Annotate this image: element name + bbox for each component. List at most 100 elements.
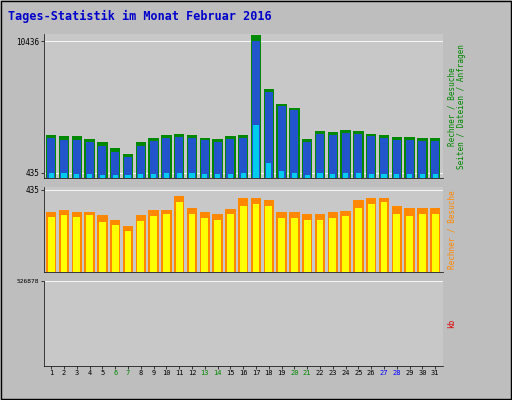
Bar: [264, 89, 274, 178]
Bar: [276, 104, 287, 178]
Bar: [46, 135, 56, 178]
Bar: [164, 173, 169, 178]
Bar: [49, 174, 54, 178]
Bar: [59, 210, 69, 272]
Bar: [138, 174, 143, 178]
Bar: [253, 125, 259, 178]
Bar: [99, 222, 106, 272]
Bar: [201, 218, 208, 272]
Bar: [342, 216, 349, 272]
Bar: [72, 212, 82, 272]
Y-axis label: Rechner / Besuche: Rechner / Besuche: [447, 190, 456, 269]
Bar: [418, 141, 426, 178]
Bar: [226, 139, 234, 178]
Bar: [265, 92, 273, 178]
Bar: [188, 138, 196, 178]
Bar: [201, 140, 209, 178]
Y-axis label: kb: kb: [447, 319, 456, 328]
Bar: [317, 173, 323, 178]
Bar: [163, 214, 170, 272]
Bar: [59, 136, 69, 178]
Bar: [202, 174, 207, 178]
Bar: [264, 200, 274, 272]
Bar: [225, 209, 236, 272]
Bar: [151, 174, 156, 178]
Bar: [316, 134, 324, 178]
Bar: [98, 146, 106, 178]
Bar: [240, 206, 247, 272]
Text: Tages-Statistik im Monat Februar 2016: Tages-Statistik im Monat Februar 2016: [8, 10, 271, 23]
Bar: [110, 148, 120, 178]
Bar: [110, 220, 120, 272]
Bar: [61, 173, 67, 178]
Bar: [303, 142, 311, 178]
Bar: [353, 200, 364, 272]
Bar: [430, 208, 440, 272]
Bar: [239, 138, 247, 178]
Bar: [87, 174, 92, 178]
Bar: [241, 174, 246, 178]
Bar: [329, 135, 337, 178]
Bar: [227, 214, 234, 272]
Bar: [330, 174, 335, 178]
Bar: [123, 154, 133, 178]
Bar: [266, 163, 271, 178]
Bar: [136, 215, 146, 272]
Bar: [290, 110, 298, 178]
Bar: [228, 174, 233, 178]
Bar: [380, 138, 388, 178]
Bar: [393, 214, 400, 272]
Bar: [187, 135, 197, 178]
Bar: [174, 134, 184, 178]
Bar: [123, 226, 133, 272]
Bar: [175, 137, 183, 178]
Bar: [302, 214, 312, 272]
Bar: [188, 214, 196, 272]
Bar: [328, 132, 338, 178]
Bar: [162, 138, 170, 178]
Bar: [48, 217, 55, 272]
Bar: [74, 174, 79, 178]
Bar: [379, 198, 389, 272]
Bar: [278, 106, 286, 178]
Bar: [150, 216, 157, 272]
Bar: [212, 139, 223, 178]
Bar: [380, 202, 388, 272]
Bar: [292, 173, 297, 178]
Bar: [46, 212, 56, 272]
Bar: [406, 216, 413, 272]
Bar: [97, 142, 108, 178]
Bar: [72, 136, 82, 178]
Bar: [189, 173, 195, 178]
Bar: [174, 196, 184, 272]
Bar: [214, 142, 222, 178]
Bar: [328, 212, 338, 272]
Bar: [214, 220, 221, 272]
Bar: [430, 138, 440, 178]
Bar: [161, 210, 172, 272]
Bar: [265, 206, 272, 272]
Bar: [356, 173, 361, 178]
Bar: [225, 136, 236, 178]
Bar: [355, 208, 362, 272]
Bar: [289, 212, 300, 272]
Bar: [212, 214, 223, 272]
Bar: [340, 210, 351, 272]
Bar: [381, 174, 387, 178]
Bar: [420, 174, 425, 178]
Bar: [137, 146, 145, 178]
Bar: [340, 130, 351, 178]
Bar: [302, 139, 312, 178]
Bar: [200, 138, 210, 178]
Bar: [137, 221, 144, 272]
Bar: [406, 140, 414, 178]
Bar: [343, 173, 348, 178]
Bar: [252, 204, 260, 272]
Bar: [315, 131, 325, 178]
Bar: [354, 134, 362, 178]
Bar: [112, 225, 119, 272]
Bar: [368, 204, 375, 272]
Bar: [200, 212, 210, 272]
Bar: [394, 174, 399, 178]
Bar: [432, 214, 439, 272]
